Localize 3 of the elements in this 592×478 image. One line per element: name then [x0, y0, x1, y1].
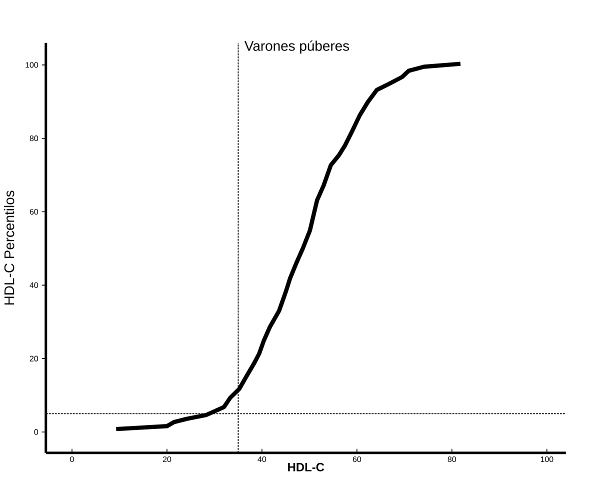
y-axis-title: HDL-C Percentilos [4, 190, 14, 305]
x-axis-title: HDL-C [288, 462, 324, 472]
chart-title: Varones púberes [244, 40, 350, 54]
